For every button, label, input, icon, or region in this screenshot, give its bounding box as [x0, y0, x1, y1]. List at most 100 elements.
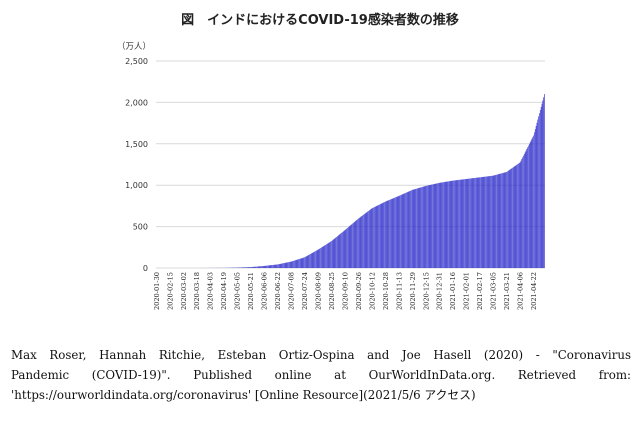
- bar: [513, 167, 514, 268]
- bar: [251, 267, 252, 268]
- bar: [317, 249, 319, 268]
- bar: [367, 211, 369, 268]
- x-tick-label: 2020-10-12: [368, 272, 376, 310]
- bar: [356, 220, 358, 268]
- bar: [528, 145, 529, 268]
- bar: [365, 212, 367, 268]
- bar: [507, 170, 509, 268]
- bar: [363, 214, 364, 268]
- bar: [420, 187, 422, 268]
- bar: [353, 222, 354, 268]
- bar: [378, 204, 379, 268]
- bar: [414, 189, 416, 268]
- bar: [258, 266, 260, 268]
- bar: [439, 182, 441, 268]
- bar: [326, 244, 327, 268]
- bar: [319, 248, 321, 268]
- bar: [358, 218, 359, 268]
- bar: [508, 170, 510, 268]
- bar: [333, 239, 335, 268]
- bar: [457, 180, 459, 268]
- bar: [421, 187, 422, 268]
- bar: [371, 208, 373, 268]
- x-tick-label: 2020-04-03: [207, 272, 215, 310]
- bar: [374, 207, 375, 268]
- bar: [427, 185, 429, 268]
- bar: [353, 222, 355, 268]
- bar: [418, 187, 420, 268]
- bar: [250, 267, 251, 268]
- bar: [281, 263, 283, 268]
- bar: [422, 186, 423, 268]
- bar: [491, 175, 493, 268]
- bar: [417, 188, 418, 268]
- bar: [257, 266, 258, 268]
- bar: [458, 179, 459, 268]
- bar: [254, 266, 256, 268]
- bar: [318, 249, 320, 268]
- bar: [435, 183, 437, 268]
- bar: [445, 181, 447, 268]
- bar: [273, 264, 274, 268]
- bar: [520, 160, 522, 268]
- bar: [240, 267, 241, 268]
- bar: [323, 245, 325, 268]
- bar: [535, 125, 537, 268]
- y-tick-label: 2,500: [125, 57, 148, 66]
- bar: [252, 266, 254, 268]
- bar: [261, 266, 262, 268]
- bar: [248, 267, 250, 268]
- bar: [315, 251, 316, 268]
- bar: [449, 181, 451, 268]
- bar: [482, 176, 484, 268]
- bar: [363, 214, 365, 268]
- bar: [475, 177, 476, 268]
- bar: [517, 164, 518, 268]
- bar: [483, 176, 485, 268]
- bar: [473, 178, 475, 268]
- bar: [334, 238, 336, 268]
- bar: [470, 178, 472, 268]
- x-tick-label: 2021-02-01: [463, 272, 471, 310]
- bar: [244, 267, 246, 268]
- bar: [538, 116, 539, 268]
- bar: [502, 173, 503, 268]
- bar: [486, 176, 487, 268]
- bar: [489, 176, 491, 268]
- bar: [491, 175, 492, 268]
- bar: [398, 195, 400, 268]
- bar: [306, 255, 308, 268]
- bar: [358, 217, 360, 268]
- bar: [337, 235, 339, 268]
- bar: [406, 192, 407, 268]
- source-citation: Max Roser, Hannah Ritchie, Esteban Ortiz…: [11, 345, 631, 405]
- bar: [541, 103, 543, 268]
- bar: [419, 187, 421, 268]
- bar: [500, 173, 502, 268]
- x-tick-label: 2021-04-22: [530, 272, 538, 310]
- x-tick-label: 2020-06-06: [261, 272, 269, 310]
- bar: [518, 163, 520, 268]
- bar: [510, 168, 512, 268]
- bar: [325, 244, 326, 268]
- x-tick-label: 2021-04-06: [517, 272, 525, 310]
- bar: [336, 236, 337, 268]
- bar: [434, 183, 436, 268]
- bar: [529, 142, 531, 268]
- x-tick-label: 2020-08-09: [314, 272, 322, 310]
- bar: [401, 194, 403, 268]
- bar: [393, 198, 395, 268]
- bar: [287, 262, 289, 268]
- bar: [337, 236, 338, 268]
- bar: [246, 267, 247, 268]
- bar: [313, 252, 315, 268]
- bar: [501, 173, 502, 268]
- bar: [294, 260, 295, 268]
- bar: [532, 137, 534, 268]
- bar: [468, 178, 470, 268]
- bar: [492, 175, 494, 268]
- bar: [490, 175, 491, 268]
- chart-title: 図 インドにおけるCOVID-19感染者数の推移: [181, 13, 459, 28]
- bar: [302, 257, 304, 268]
- bar: [478, 177, 480, 268]
